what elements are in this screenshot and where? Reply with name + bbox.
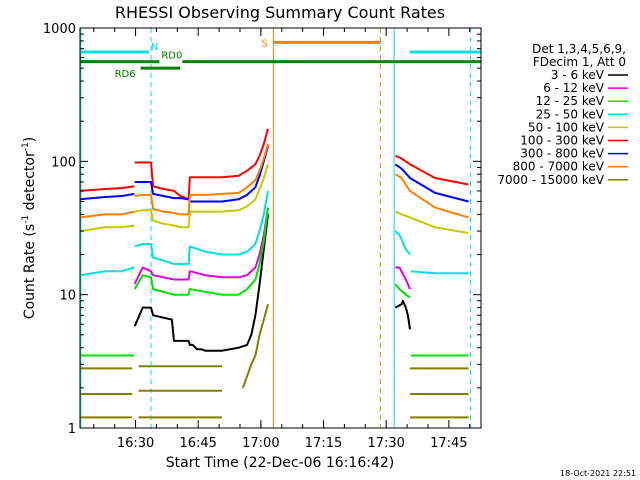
legend-label-8: 7000 - 15000 keV bbox=[497, 173, 604, 187]
plot-frame bbox=[79, 27, 482, 429]
x-axis-label: Start Time (22-Dec-06 16:16:42) bbox=[166, 455, 394, 471]
legend-label-0: 3 - 6 keV bbox=[551, 68, 605, 82]
series-5-segment-1 bbox=[134, 128, 269, 201]
legend-label-1: 6 - 12 keV bbox=[543, 81, 605, 95]
legend-label-3: 25 - 50 keV bbox=[536, 107, 605, 121]
flag-label-rd0: RD0 bbox=[161, 51, 182, 62]
series-0-segment-1 bbox=[394, 299, 411, 330]
chart-title: RHESSI Observing Summary Count Rates bbox=[115, 3, 445, 22]
series-7-segment-0 bbox=[79, 210, 135, 219]
flag-label-s: S bbox=[261, 38, 267, 49]
series-3-segment-0 bbox=[79, 266, 135, 277]
series-4-segment-1 bbox=[134, 164, 269, 229]
y-axis-label-part2: detector bbox=[22, 151, 38, 215]
series-6-segment-0 bbox=[79, 192, 135, 201]
series-6-segment-2 bbox=[394, 163, 469, 203]
y-tick-label-2: 100 bbox=[51, 155, 76, 170]
legend-header-line2: FDecim 1, Att 0 bbox=[533, 55, 626, 69]
plot-area: N S RD0 RD6 bbox=[79, 28, 481, 428]
series-5-segment-2 bbox=[395, 154, 469, 186]
legend-label-5: 100 - 300 keV bbox=[520, 134, 604, 148]
series-2-segment-1 bbox=[133, 207, 269, 296]
y-axis-label-part3: ) bbox=[22, 137, 38, 142]
x-tick-label-3: 17:15 bbox=[305, 436, 342, 451]
series-8-segment-6 bbox=[241, 303, 269, 389]
series-3-segment-1 bbox=[134, 190, 269, 265]
series-2-segment-2 bbox=[394, 283, 411, 299]
series-5-segment-0 bbox=[79, 185, 135, 192]
timestamp: 18-Oct-2021 22:51 bbox=[560, 469, 636, 478]
y-axis-label-sup2: -1 bbox=[21, 142, 31, 151]
series-3-segment-2 bbox=[394, 230, 411, 256]
y-axis-label-sup1: -1 bbox=[21, 215, 31, 224]
y-axis-label: Count Rate (s-1 detector-1) bbox=[21, 137, 38, 319]
legend-label-6: 300 - 800 keV bbox=[520, 147, 604, 161]
series-4-segment-0 bbox=[79, 224, 135, 233]
x-tick-label-0: 16:30 bbox=[117, 436, 154, 451]
x-tick-label-4: 17:30 bbox=[367, 436, 404, 451]
x-tick-label-1: 16:45 bbox=[179, 436, 216, 451]
legend-label-4: 50 - 100 keV bbox=[528, 120, 605, 134]
flag-label-rd6: RD6 bbox=[115, 69, 136, 80]
series-1-segment-0 bbox=[133, 207, 269, 285]
y-tick-label-3: 1000 bbox=[43, 22, 76, 37]
legend-header-line1: Det 1,3,4,5,6,9, bbox=[532, 42, 626, 56]
y-axis-label-part1: Count Rate (s bbox=[22, 224, 38, 319]
series-7-segment-2 bbox=[394, 173, 469, 219]
legend-label-7: 800 - 7000 keV bbox=[513, 160, 605, 174]
axis-ticks: 1 10 100 1000 16:30 16:45 17:00 17:15 17:30 17:45 bbox=[43, 22, 481, 451]
y-tick-label-1: 10 bbox=[59, 289, 76, 304]
series-0-segment-0 bbox=[133, 214, 269, 352]
series-6-segment-1 bbox=[134, 145, 269, 203]
flag-label-n: N bbox=[151, 42, 158, 53]
series-4-segment-2 bbox=[394, 210, 469, 234]
x-tick-label-2: 17:00 bbox=[242, 436, 279, 451]
series-1-segment-1 bbox=[395, 266, 411, 290]
legend: Det 1,3,4,5,6,9, FDecim 1, Att 0 3 - 6 k… bbox=[497, 42, 628, 187]
y-tick-label-0: 1 bbox=[68, 422, 76, 437]
series-3-segment-3 bbox=[410, 270, 469, 275]
x-tick-label-5: 17:45 bbox=[430, 436, 467, 451]
series-7-segment-1 bbox=[134, 143, 269, 216]
legend-label-2: 12 - 25 keV bbox=[536, 94, 605, 108]
